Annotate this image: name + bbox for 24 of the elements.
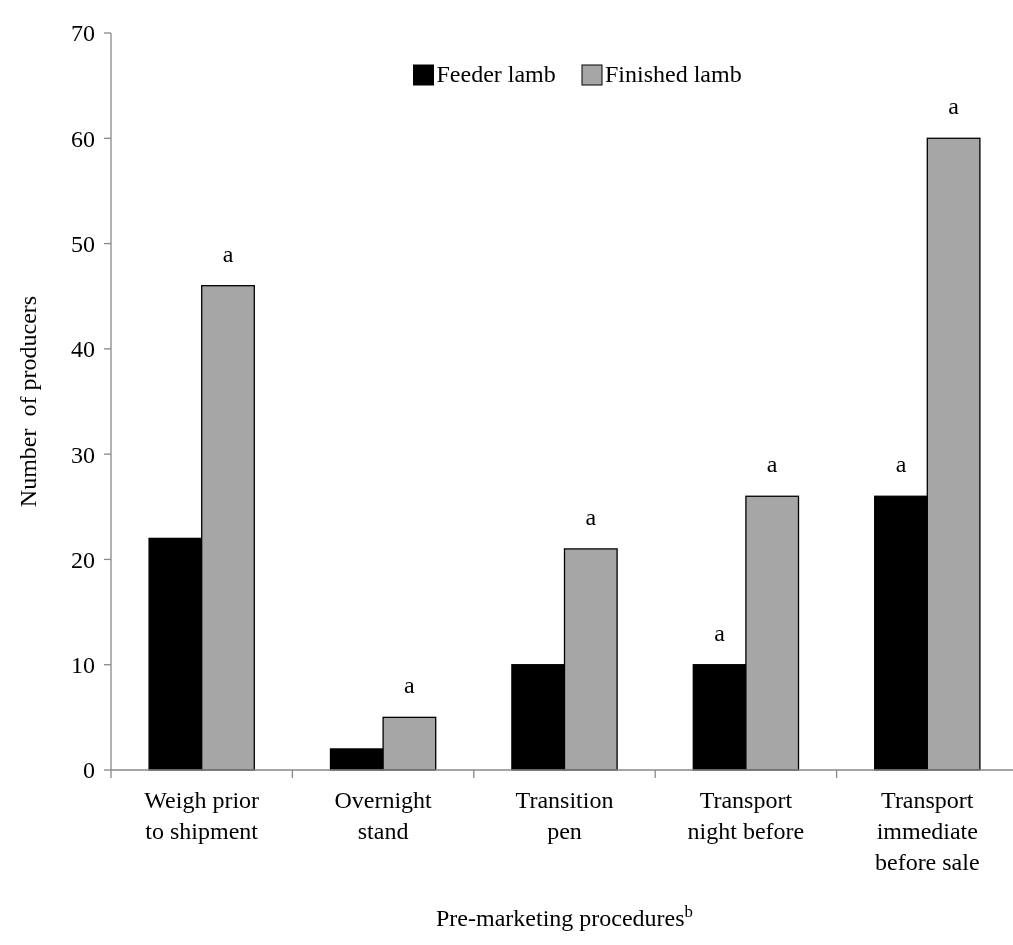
y-tick-label: 0 bbox=[83, 757, 95, 784]
annotation: a bbox=[714, 619, 726, 646]
y-tick-label: 30 bbox=[71, 441, 95, 468]
y-tick-label: 70 bbox=[71, 20, 95, 47]
annotation: a bbox=[222, 240, 234, 267]
x-tick-label: Transition pen bbox=[515, 787, 614, 844]
legend-label: Feeder lamb bbox=[436, 61, 556, 87]
x-tick-label: Overnight stand bbox=[334, 787, 433, 844]
x-tick-label: Weigh prior to shipment bbox=[144, 787, 260, 844]
annotation: a bbox=[404, 672, 416, 699]
legend-label: Finished lamb bbox=[605, 61, 742, 87]
annotation: a bbox=[585, 503, 597, 530]
y-axis-title: Number of producers bbox=[15, 295, 41, 508]
annotation: a bbox=[895, 451, 907, 478]
x-tick-label: Transport immediate before sale bbox=[875, 787, 980, 875]
y-tick-label: 60 bbox=[71, 125, 95, 152]
y-tick-label: 40 bbox=[71, 336, 95, 363]
y-tick-label: 20 bbox=[71, 546, 95, 573]
x-axis-title: Pre-marketing procedures$^{b}$ bbox=[436, 901, 693, 931]
y-tick-label: 50 bbox=[71, 230, 95, 257]
x-tick-label: Transport night before bbox=[687, 787, 805, 844]
annotation: a bbox=[948, 93, 960, 120]
y-tick-label: 10 bbox=[71, 652, 95, 679]
annotation: a bbox=[766, 451, 778, 478]
